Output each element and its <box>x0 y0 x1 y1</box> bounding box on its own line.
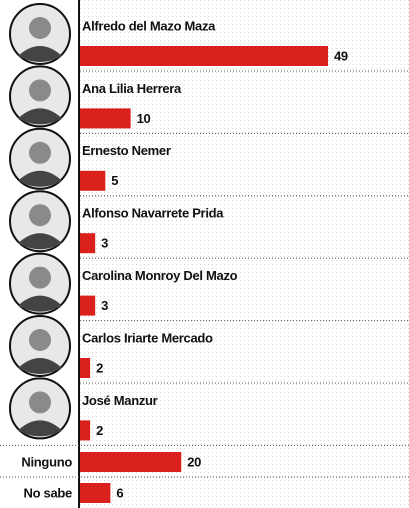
value-label: 20 <box>187 454 201 469</box>
category-label: Alfredo del Mazo Maza <box>82 18 216 33</box>
bar <box>80 452 181 472</box>
category-label: Ernesto Nemer <box>82 143 171 158</box>
photo <box>10 4 70 64</box>
value-label: 49 <box>334 48 348 63</box>
bar <box>80 358 90 378</box>
bar <box>80 171 105 191</box>
photo <box>10 129 70 189</box>
value-label: 10 <box>137 111 151 126</box>
value-label: 3 <box>101 298 108 313</box>
value-label: 3 <box>101 236 108 251</box>
category-label: Carlos Iriarte Mercado <box>82 330 213 345</box>
photo <box>10 66 70 126</box>
chart: 49 Alfredo del Mazo Maza 10 Ana Lilia Herre… <box>0 0 409 508</box>
photo-head <box>29 391 51 413</box>
photo-head <box>29 329 51 351</box>
category-label: Ninguno <box>21 454 72 469</box>
value-label: 2 <box>96 360 103 375</box>
bar <box>80 296 95 316</box>
category-label: No sabe <box>24 485 73 500</box>
category-label: Ana Lilia Herrera <box>82 81 182 96</box>
category-label: Alfonso Navarrete Prida <box>82 206 224 221</box>
photos <box>10 4 70 438</box>
bar <box>80 233 95 253</box>
photo-head <box>29 204 51 226</box>
background-grid <box>80 0 409 508</box>
bar <box>80 108 131 128</box>
photo-head <box>29 267 51 289</box>
photo-head <box>29 17 51 39</box>
bar <box>80 46 328 66</box>
bar <box>80 420 90 440</box>
bar <box>80 483 110 503</box>
value-label: 2 <box>96 423 103 438</box>
photo <box>10 191 70 251</box>
photo-head <box>29 142 51 164</box>
photo <box>10 316 70 376</box>
category-label: José Manzur <box>82 393 158 408</box>
photo <box>10 378 70 438</box>
photo <box>10 254 70 314</box>
value-label: 5 <box>111 173 118 188</box>
value-label: 6 <box>116 485 123 500</box>
category-label: Carolina Monroy Del Mazo <box>82 268 238 283</box>
photo-head <box>29 79 51 101</box>
